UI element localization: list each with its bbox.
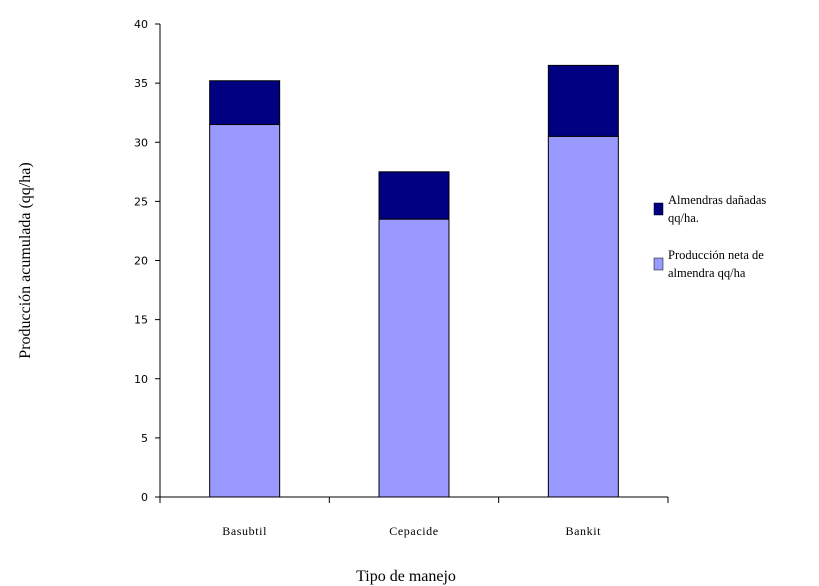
y-tick-label: 5 — [141, 432, 148, 445]
bar-segment — [378, 171, 450, 220]
y-tick-label: 25 — [134, 195, 148, 208]
y-axis-ticks: 0 5 10 15 20 25 30 35 40 — [134, 18, 160, 504]
y-axis-title: Producción acumulada (qq/ha) — [17, 162, 34, 358]
x-axis-labels: Basubtil Cepacide Bankit — [222, 524, 602, 538]
legend-label: Producción neta de — [668, 248, 764, 262]
legend-label: almendra qq/ha — [668, 266, 746, 280]
legend-swatch — [653, 202, 664, 216]
bar-segment — [209, 80, 281, 126]
y-tick-label: 10 — [134, 373, 148, 386]
legend: Almendras dañadas qq/ha. Producción neta d… — [653, 193, 766, 280]
y-tick-label: 35 — [134, 77, 148, 90]
x-tick-label: Bankit — [566, 524, 602, 538]
legend-label: Almendras dañadas — [668, 193, 766, 207]
x-tick-label: Basubtil — [222, 524, 267, 538]
y-tick-label: 0 — [141, 491, 148, 504]
x-axis-ticks — [159, 497, 669, 503]
bar-segment — [547, 64, 619, 137]
legend-swatch — [653, 257, 664, 271]
x-axis-title: Tipo de manejo — [356, 568, 456, 585]
y-tick-label: 15 — [134, 314, 148, 327]
bar-segment — [209, 124, 281, 498]
bar-segment — [547, 135, 619, 498]
y-tick-label: 30 — [134, 136, 148, 149]
bar-segment — [378, 218, 450, 498]
bars — [209, 64, 619, 498]
y-tick-label: 20 — [134, 255, 148, 268]
x-tick-label: Cepacide — [389, 524, 438, 538]
y-tick-label: 40 — [134, 18, 148, 31]
legend-label: qq/ha. — [668, 211, 699, 225]
